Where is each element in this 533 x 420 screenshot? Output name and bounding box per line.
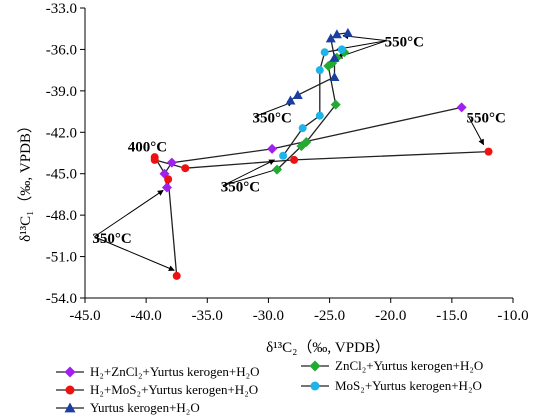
annotation-arrow xyxy=(222,159,276,187)
data-point xyxy=(285,95,296,105)
data-point xyxy=(329,72,340,82)
y-tick-label: -51.0 xyxy=(46,250,77,266)
x-tick-label: -15.0 xyxy=(436,308,467,324)
annotation-label: 400°C xyxy=(128,140,167,156)
y-tick-label: -39.0 xyxy=(46,84,77,100)
x-axis-title: δ¹³C₂（‰, VPDB） xyxy=(266,339,390,356)
y-tick-label: -42.0 xyxy=(46,125,77,141)
data-point xyxy=(331,29,342,39)
y-tick-label: -36.0 xyxy=(46,42,77,58)
data-point xyxy=(337,45,346,54)
data-point xyxy=(329,52,340,62)
data-point xyxy=(150,155,159,164)
y-tick-label: -48.0 xyxy=(46,208,77,224)
y-tick-label: -45.0 xyxy=(46,167,77,183)
x-tick-label: -35.0 xyxy=(192,308,223,324)
series-line xyxy=(154,150,489,276)
x-tick-label: -10.0 xyxy=(497,308,528,324)
legend-marker xyxy=(64,366,76,378)
data-point xyxy=(484,147,493,156)
data-point xyxy=(301,136,312,147)
data-point xyxy=(320,48,329,57)
data-point xyxy=(172,271,181,280)
data-point xyxy=(181,164,190,173)
data-point xyxy=(267,143,278,154)
legend-label: ZnCl₂+Yurtus kerogen+H₂O xyxy=(335,358,483,373)
data-point xyxy=(164,175,173,184)
legend-label: MoS₂+Yurtus kerogen+H₂O xyxy=(335,378,482,393)
data-point xyxy=(456,102,467,113)
data-point xyxy=(161,182,172,193)
data-point xyxy=(292,90,303,99)
data-point xyxy=(166,157,177,168)
data-point xyxy=(325,33,336,43)
legend-marker xyxy=(65,385,75,395)
annotation-label: 350°C xyxy=(221,180,260,196)
data-point xyxy=(315,111,324,120)
legend-marker xyxy=(310,381,320,391)
axes: -45.0 -40.0 -35.0 -30.0 -25.0 -20.0 -15.0 -10.0… xyxy=(46,1,529,324)
annotation-label: 550°C xyxy=(467,111,506,127)
data-point xyxy=(279,151,288,160)
annotation-label: 350°C xyxy=(92,231,131,247)
legend: H₂+ZnCl₂+Yurtus kerogen+H₂O ZnCl₂+Yurtus … xyxy=(56,358,483,415)
x-tick-label: -45.0 xyxy=(69,308,100,324)
x-tick-label: -25.0 xyxy=(314,308,345,324)
x-tick-label: -40.0 xyxy=(131,308,162,324)
data-point xyxy=(298,124,307,133)
x-tick-label: -30.0 xyxy=(253,308,284,324)
y-tick-label: -54.0 xyxy=(46,291,77,307)
series-line xyxy=(163,106,462,188)
data-point xyxy=(330,99,341,110)
x-tick-label: -20.0 xyxy=(375,308,406,324)
annotation-arrow xyxy=(468,116,485,146)
annotation-label: 550°C xyxy=(385,35,424,51)
annotation-label: 350°C xyxy=(253,111,292,127)
data-point xyxy=(290,155,299,164)
data-point xyxy=(315,66,324,75)
data-point xyxy=(342,27,353,37)
annotation-arrow xyxy=(222,166,282,187)
y-tick-label: -33.0 xyxy=(46,1,77,17)
legend-label: H₂+ZnCl₂+Yurtus kerogen+H₂O xyxy=(90,364,260,379)
annotation-arrow xyxy=(94,236,175,272)
annotations: 550°C 550°C 400°C 350°C 350°C 350°C xyxy=(92,35,506,247)
data-point xyxy=(271,164,282,175)
legend-label: H₂+MoS₂+Yurtus kerogen+H₂O xyxy=(90,382,258,397)
annotation-arrow xyxy=(94,189,164,238)
legend-label: Yurtus kerogen+H₂O xyxy=(90,400,200,415)
data-points xyxy=(150,27,493,280)
legend-marker xyxy=(64,402,76,413)
legend-marker xyxy=(309,360,321,372)
y-axis-title: δ¹³C₁（‰, VPDB） xyxy=(17,118,34,242)
